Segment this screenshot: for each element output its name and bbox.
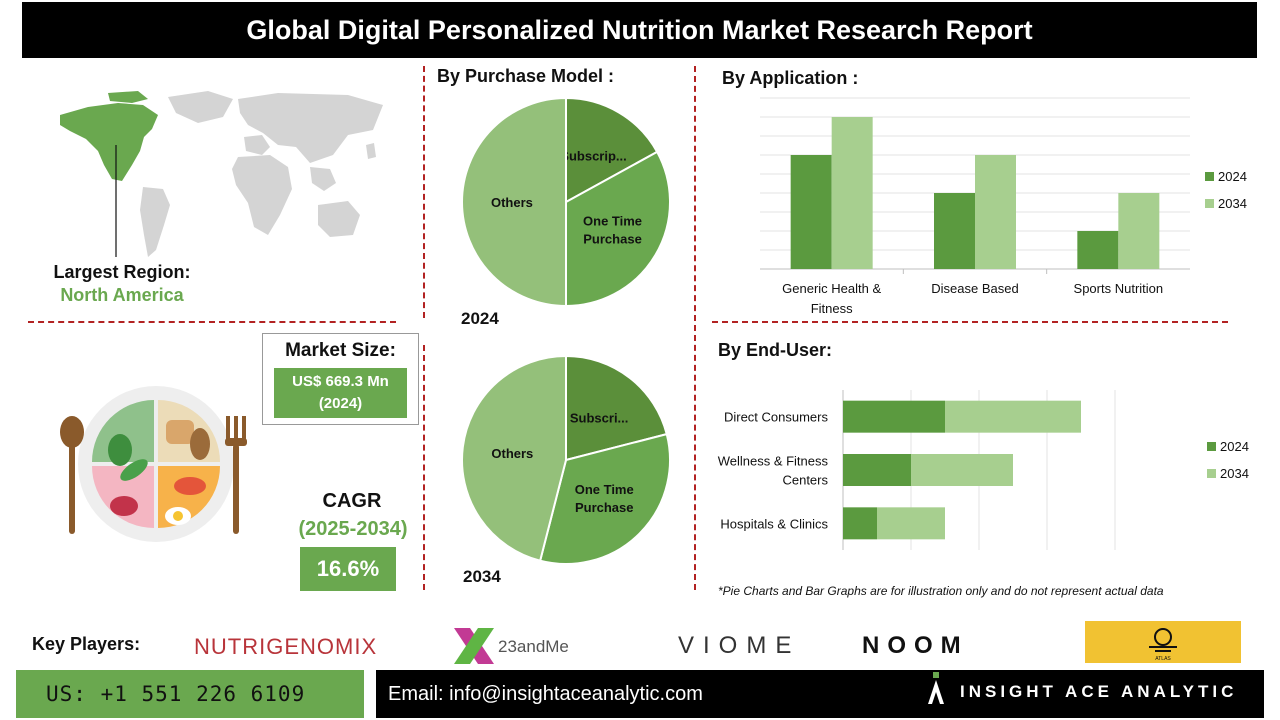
market-size-value: US$ 669.3 Mn (2024): [274, 368, 407, 418]
category-label: Direct Consumers: [724, 410, 829, 425]
cagr-title: CAGR: [322, 490, 382, 512]
pie-slice-others: [461, 96, 567, 308]
bar-2034: [975, 155, 1016, 269]
application-title: By Application :: [722, 68, 859, 88]
atlas-logo: ATLAS: [1085, 621, 1241, 663]
email-address[interactable]: Email: info@insightaceanalytic.com: [376, 670, 1264, 718]
largest-region-value: North America: [60, 285, 184, 305]
end-user-bar-chart: Direct Consumers Wellness & Fitness Center…: [718, 390, 1249, 550]
pie-slice-one-time-purchase: [565, 150, 671, 308]
world-map: [60, 91, 383, 257]
bar-2024: [1077, 231, 1119, 269]
bar-2034: [877, 507, 945, 540]
category-label: Wellness & Fitness: [718, 454, 829, 469]
pie-slice-subscri-: [565, 354, 668, 462]
bar-2034: [945, 400, 1081, 433]
disclaimer-note: *Pie Charts and Bar Graphs are for illus…: [718, 584, 1164, 598]
legend-swatch: [1205, 172, 1214, 181]
viome-logo-text: VIOME: [678, 632, 800, 659]
viome-logo: VIOME: [678, 632, 800, 659]
divider: [423, 66, 425, 318]
nutrition-plate-icon: [60, 386, 247, 542]
pie-slice-label: One Time: [575, 482, 634, 497]
category-label: Hospitals & Clinics: [720, 516, 828, 531]
insight-ace-logo-icon: [928, 672, 944, 704]
pie-slice-one-time-purchase: [538, 432, 671, 565]
23andme-logo: 23andMe: [454, 628, 569, 664]
application-bar-chart: Generic Health & Fitness Disease Based Spor…: [760, 97, 1247, 316]
divider: [28, 321, 396, 323]
category-label: Generic Health &: [782, 281, 881, 296]
market-size-value-year: (2024): [318, 395, 363, 412]
legend-swatch: [1207, 442, 1216, 451]
divider: [694, 66, 696, 590]
divider: [712, 321, 1228, 323]
market-size-box: Market Size: US$ 669.3 Mn (2024): [262, 333, 419, 425]
category-label: Centers: [782, 473, 828, 488]
legend-swatch: [1207, 469, 1216, 478]
bar-2034: [911, 454, 1013, 486]
category-label: Disease Based: [931, 281, 1018, 296]
key-players-label: Key Players:: [32, 634, 141, 654]
nutrigenomix-logo: NUTRIGENOMIX: [194, 634, 377, 659]
category-label: Sports Nutrition: [1074, 281, 1164, 296]
atlas-logo-text: ATLAS: [1155, 656, 1171, 662]
bar-2024: [843, 400, 945, 433]
noom-logo: NOOM: [862, 632, 969, 659]
purchase-model-title: By Purchase Model :: [437, 66, 615, 86]
pie-slice-subscrip-: [565, 96, 659, 204]
bar-2034: [1118, 193, 1160, 269]
page-title: Global Digital Personalized Nutrition Ma…: [22, 2, 1257, 58]
pie-chart-2034: Subscri... One Time Purchase Others: [461, 354, 671, 565]
market-size-title: Market Size:: [285, 340, 396, 361]
noom-logo-text: NOOM: [862, 632, 969, 659]
bar-2024: [843, 507, 877, 540]
pie-slice-others: [461, 354, 567, 562]
pie-chart-2024: Subscrip... One Time Purchase Others: [461, 96, 671, 308]
largest-region-label: Largest Region:: [53, 262, 191, 282]
pie-slice-label: Purchase: [575, 500, 634, 515]
pie-slice-label: Others: [491, 446, 533, 461]
pie-slice-label: Others: [491, 195, 533, 210]
legend-label: 2034: [1218, 196, 1247, 211]
cagr-period: (2025-2034): [298, 518, 408, 540]
market-size-value-amount: US$ 669.3 Mn: [292, 373, 389, 390]
legend-swatch: [1205, 199, 1214, 208]
divider: [423, 345, 425, 590]
bar-2024: [843, 454, 911, 486]
legend-label: 2034: [1220, 466, 1249, 481]
bar-2024: [934, 193, 975, 269]
nutrigenomix-logo-text: NUTRIGENOMIX: [194, 634, 377, 659]
bar-2034: [831, 117, 873, 269]
pie-2024-year: 2024: [461, 309, 499, 328]
brand-name: INSIGHT ACE ANALYTIC: [960, 682, 1238, 701]
pie-slice-label: Purchase: [583, 232, 642, 247]
pie-slice-label: Subscrip...: [560, 148, 626, 163]
category-label: Fitness: [811, 301, 853, 316]
cagr-value: 16.6%: [300, 547, 396, 591]
end-user-title: By End-User:: [718, 340, 833, 360]
phone-number[interactable]: US: +1 551 226 6109: [16, 670, 364, 718]
pie-slice-label: Subscri...: [570, 410, 629, 425]
legend-label: 2024: [1218, 169, 1247, 184]
pie-2034-year: 2034: [463, 567, 501, 586]
23andme-logo-text: 23andMe: [498, 637, 569, 656]
legend-label: 2024: [1220, 439, 1249, 454]
pie-slice-label: One Time: [583, 214, 642, 229]
bar-2024: [790, 155, 832, 269]
